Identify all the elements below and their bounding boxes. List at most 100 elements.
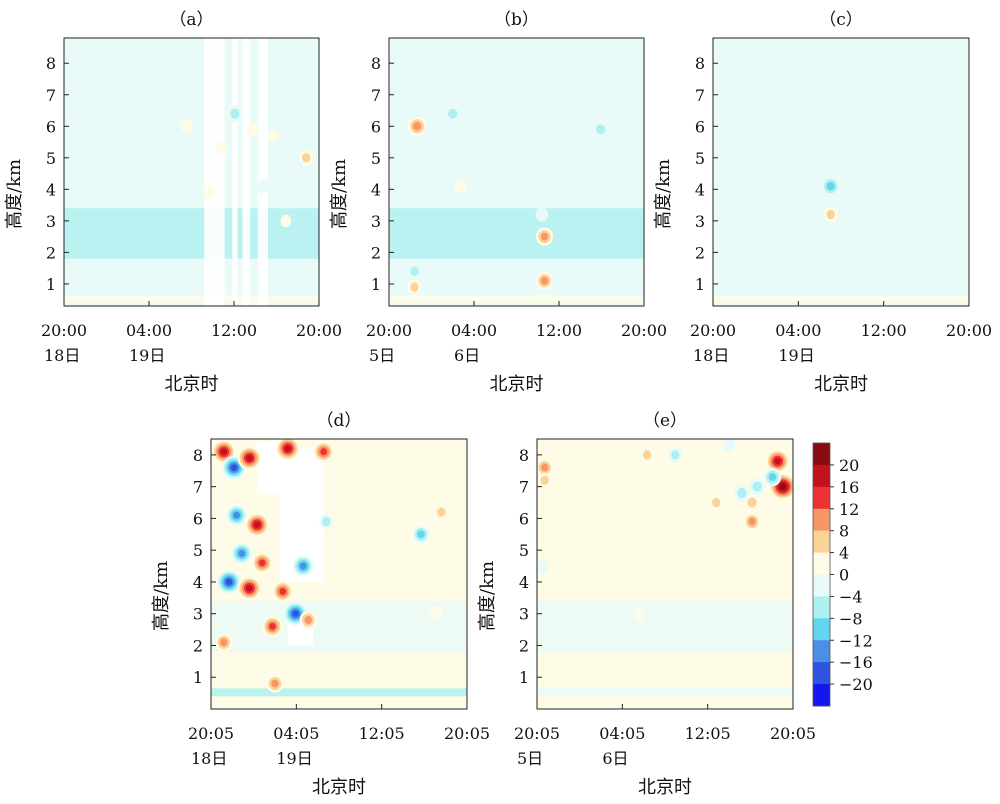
missing-data-strip <box>257 38 268 306</box>
panel-title: （b） <box>494 10 539 30</box>
y-tick-label: 4 <box>46 180 56 199</box>
contour-blob <box>737 487 747 499</box>
colorbar-swatch <box>813 464 830 488</box>
contour-blob <box>712 497 721 508</box>
contour-blob <box>267 129 279 143</box>
contour-blob <box>410 266 419 276</box>
y-tick-label: 7 <box>193 478 203 497</box>
contour-blob <box>768 473 777 482</box>
field-mid-band <box>537 601 793 652</box>
y-axis-label: 高度/km <box>653 159 674 229</box>
field-low-band <box>537 688 793 697</box>
x-tick-sublabel: 6日 <box>454 346 480 365</box>
contour-blob <box>430 606 443 621</box>
plot-frame <box>388 37 645 307</box>
y-tick-label: 7 <box>46 86 56 105</box>
colorbar-swatch <box>813 574 830 597</box>
contour-blob <box>279 587 287 596</box>
contour-blob <box>866 182 877 196</box>
x-tick-sublabel: 5日 <box>369 346 395 365</box>
contour-blob <box>628 138 640 152</box>
x-tick-sublabel: 19日 <box>129 346 165 365</box>
x-tick-label: 20:05 <box>514 724 560 743</box>
panel-title: （a） <box>169 10 213 30</box>
contour-blob <box>779 483 786 490</box>
colorbar-swatch <box>813 596 830 619</box>
plot-frame <box>63 37 320 307</box>
x-tick-label: 12:05 <box>359 724 405 743</box>
y-tick-label: 5 <box>371 149 381 168</box>
contour-blob <box>271 679 279 688</box>
colorbar-swatch <box>813 443 830 466</box>
y-tick-label: 2 <box>46 243 56 262</box>
y-tick-label: 2 <box>695 243 705 262</box>
field-mid-band <box>211 601 467 652</box>
y-tick-label: 4 <box>695 180 705 199</box>
field-low-band <box>64 294 319 303</box>
contour-blob <box>246 122 259 137</box>
y-axis-label: 高度/km <box>4 159 25 229</box>
y-tick-label: 8 <box>371 54 381 73</box>
x-tick-sublabel: 6日 <box>602 749 628 768</box>
contour-blob <box>535 207 549 222</box>
field-mid-band <box>64 208 319 259</box>
contour-blob <box>280 214 292 228</box>
colorbar-tick-label: −12 <box>839 631 873 650</box>
x-tick-label: 12:00 <box>211 321 257 340</box>
field-background <box>389 38 644 306</box>
contour-blob <box>322 516 331 527</box>
contour-blob <box>304 616 312 625</box>
colorbar-swatch <box>813 552 830 575</box>
contour-blob <box>540 276 549 285</box>
panel-title: （e） <box>643 411 687 431</box>
colorbar-tick-label: −4 <box>839 587 863 606</box>
x-tick-label: 12:00 <box>536 321 582 340</box>
contour-blob <box>752 481 762 492</box>
contour-blob <box>717 179 730 194</box>
y-tick-label: 7 <box>371 86 381 105</box>
contour-blob <box>238 549 246 557</box>
colorbar-swatch <box>813 662 830 685</box>
colorbar-tick-label: −20 <box>839 675 873 694</box>
contour-blob <box>230 464 238 471</box>
colorbar-tick-label: 8 <box>839 522 849 541</box>
x-tick-sublabel: 19日 <box>276 749 312 768</box>
x-tick-label: 20:05 <box>188 724 234 743</box>
field-background <box>713 38 969 306</box>
contour-blob <box>410 282 419 292</box>
x-tick-label: 20:00 <box>690 321 736 340</box>
x-tick-label: 12:05 <box>685 724 731 743</box>
contour-blob <box>540 463 549 472</box>
contour-blob <box>284 445 292 452</box>
y-tick-label: 5 <box>46 149 56 168</box>
y-tick-label: 8 <box>519 446 529 465</box>
y-tick-label: 2 <box>371 243 381 262</box>
colorbar-tick-label: 4 <box>839 544 849 563</box>
contour-blob <box>786 179 799 194</box>
colorbar-tick-label: 16 <box>839 478 859 497</box>
colorbar-tick-label: −8 <box>839 609 863 628</box>
colorbar-swatch <box>813 486 830 510</box>
contour-blob <box>246 454 253 462</box>
contour-blob <box>230 108 240 119</box>
x-tick-sublabel: 19日 <box>778 346 814 365</box>
field-background <box>64 38 319 306</box>
contour-blob <box>518 106 531 121</box>
x-tick-label: 04:05 <box>273 724 319 743</box>
panel-title: （c） <box>819 10 863 30</box>
y-tick-label: 3 <box>46 212 56 231</box>
x-axis-label: 北京时 <box>312 777 366 798</box>
x-tick-label: 20:05 <box>444 724 490 743</box>
y-tick-label: 4 <box>519 573 529 592</box>
field-low-band <box>713 294 969 303</box>
contour-blob <box>187 179 201 194</box>
x-tick-sublabel: 18日 <box>693 346 729 365</box>
y-axis-label: 高度/km <box>329 159 350 229</box>
colorbar-swatch <box>813 640 830 663</box>
x-axis-label: 北京时 <box>165 374 219 395</box>
x-axis-label: 北京时 <box>814 374 868 395</box>
contour-blob <box>924 43 937 58</box>
y-tick-label: 3 <box>193 605 203 624</box>
contour-blob <box>671 450 680 460</box>
contour-blob <box>220 638 228 647</box>
